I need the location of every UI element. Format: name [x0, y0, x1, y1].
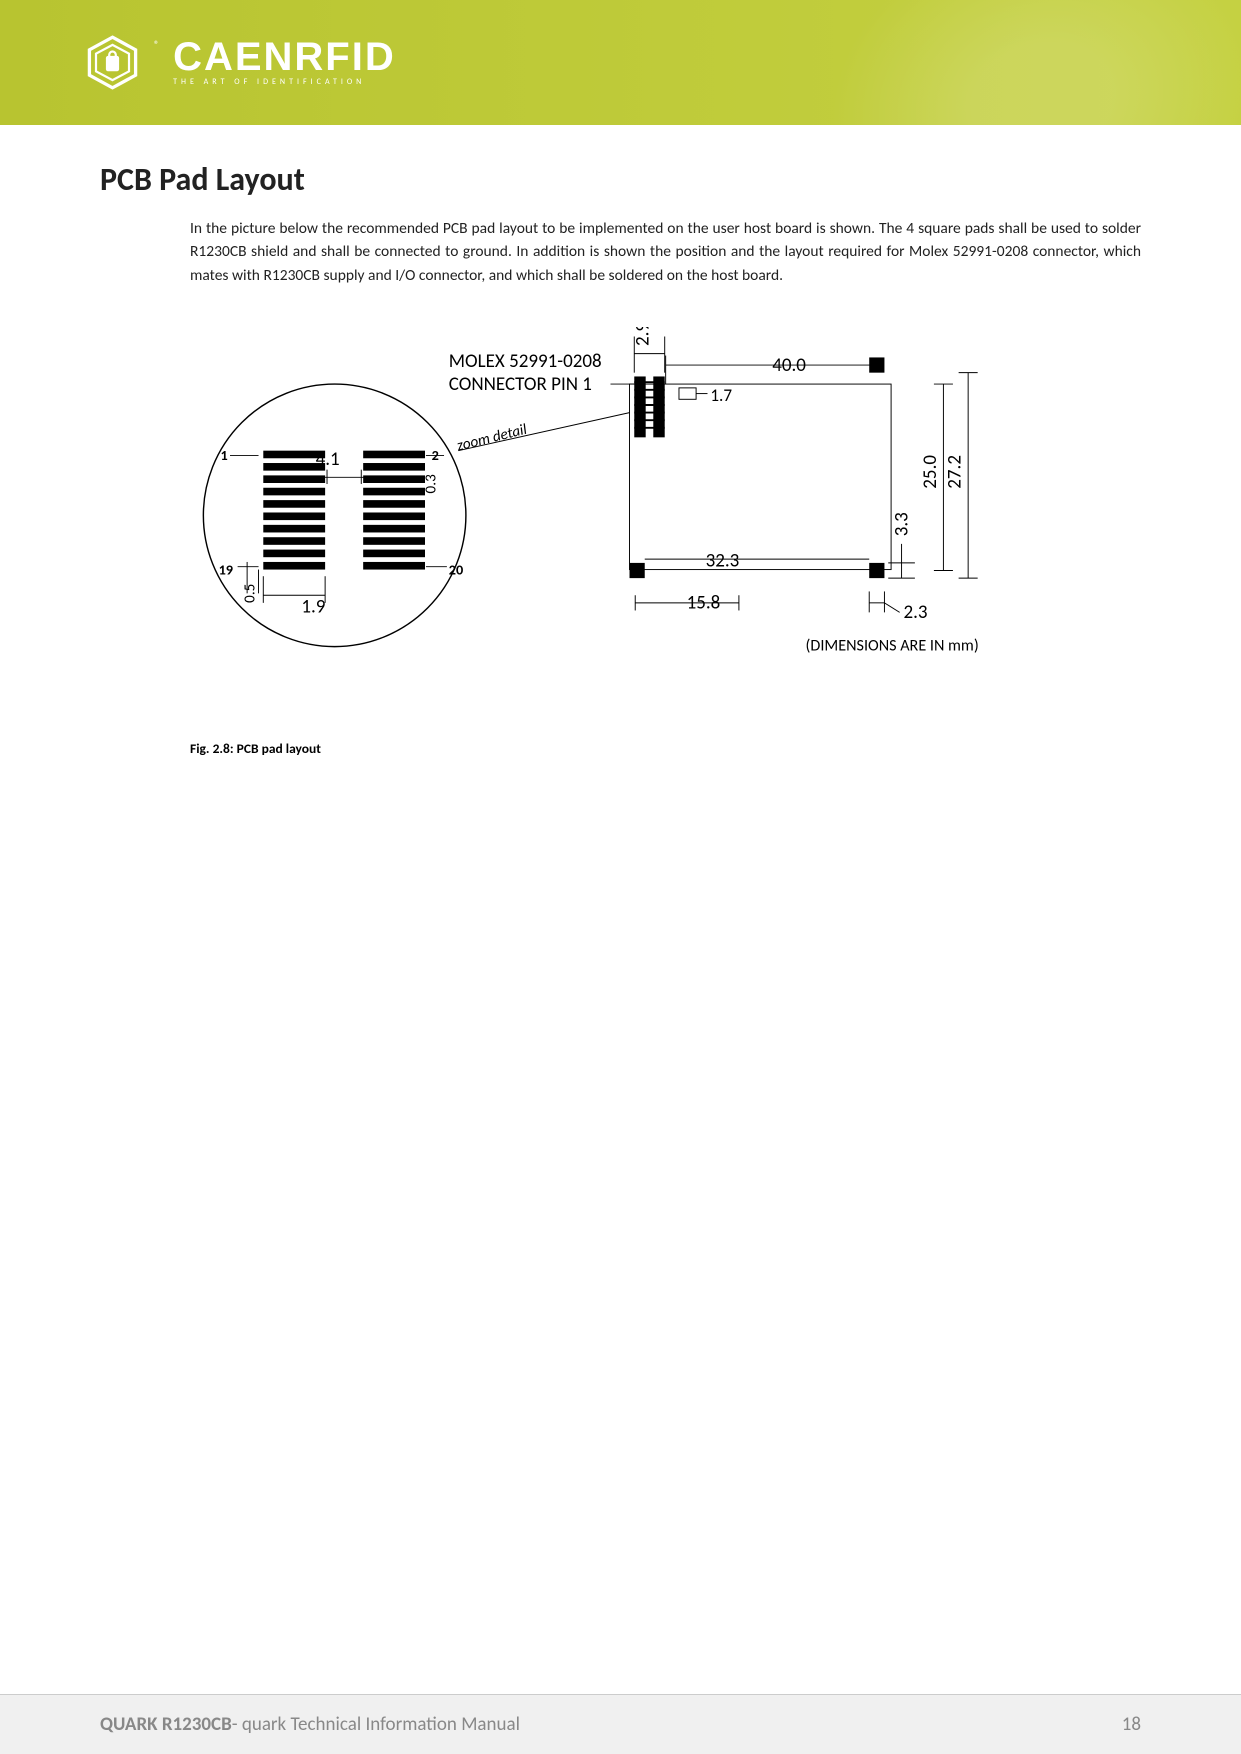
svg-text:2.9: 2.9 — [632, 327, 655, 346]
svg-text:27.2: 27.2 — [944, 455, 967, 489]
svg-text:2.3: 2.3 — [903, 601, 927, 624]
svg-text:20: 20 — [449, 560, 463, 578]
page-footer: QUARK R1230CB - quark Technical Informat… — [0, 1694, 1241, 1754]
svg-text:1.9: 1.9 — [301, 595, 325, 618]
brand-tagline: THE ART OF IDENTIFICATION — [173, 77, 396, 87]
page-content: PCB Pad Layout In the picture below the … — [0, 125, 1241, 757]
svg-text:0.3: 0.3 — [422, 474, 440, 494]
footer-doc: - quark Technical Information Manual — [232, 1713, 520, 1736]
brand-name: CAENRFID — [173, 39, 396, 75]
svg-text:1: 1 — [220, 446, 227, 464]
zoom-pin-rows — [263, 450, 425, 569]
svg-text:19: 19 — [219, 560, 233, 578]
svg-text:0.5: 0.5 — [242, 583, 260, 602]
brand-logo: ® CAENRFID THE ART OF IDENTIFICATION — [85, 35, 396, 90]
figure-pcb-layout: 1 2 19 20 4.1 0.3 0.5 1.9 zo — [190, 327, 1141, 722]
svg-text:MOLEX 52991-0208: MOLEX 52991-0208 — [449, 350, 602, 373]
connector-footprint — [634, 376, 664, 437]
svg-text:(DIMENSIONS ARE IN mm): (DIMENSIONS ARE IN mm) — [805, 636, 978, 655]
svg-text:25.0: 25.0 — [919, 454, 942, 488]
figure-caption: Fig. 2.8: PCB pad layout — [190, 740, 1141, 757]
registered-mark: ® — [154, 38, 159, 51]
svg-text:32.3: 32.3 — [706, 549, 740, 572]
page-title: PCB Pad Layout — [100, 160, 1141, 199]
footer-product: QUARK R1230CB — [100, 1713, 232, 1736]
logo-hex-icon — [85, 35, 140, 90]
svg-text:4.1: 4.1 — [316, 448, 340, 471]
svg-text:1.7: 1.7 — [710, 385, 732, 406]
footer-page-number: 18 — [1122, 1713, 1141, 1736]
svg-text:3.3: 3.3 — [890, 512, 913, 536]
pcb-layout-diagram: 1 2 19 20 4.1 0.3 0.5 1.9 zo — [190, 327, 1050, 717]
svg-text:CONNECTOR PIN 1: CONNECTOR PIN 1 — [449, 373, 592, 396]
svg-text:zoom detail: zoom detail — [455, 420, 529, 455]
page-header: ® CAENRFID THE ART OF IDENTIFICATION — [0, 0, 1241, 125]
body-paragraph: In the picture below the recommended PCB… — [190, 217, 1141, 287]
